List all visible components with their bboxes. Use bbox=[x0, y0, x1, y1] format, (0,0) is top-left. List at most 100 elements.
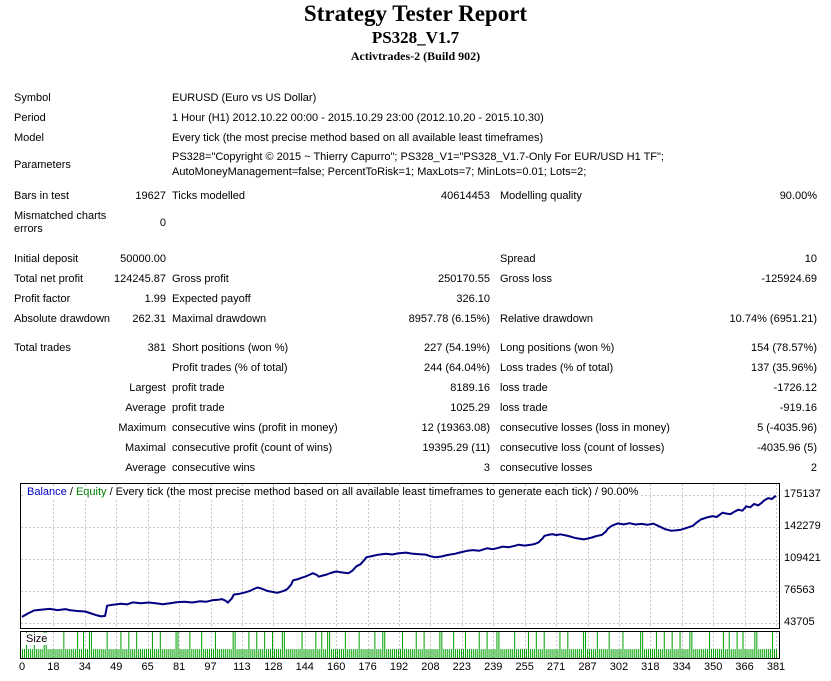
stat-label: Profit factor bbox=[14, 292, 71, 305]
x-axis-tick: 350 bbox=[703, 661, 723, 673]
stat-label: consecutive profit (count of wins) bbox=[172, 441, 333, 454]
legend-equity-label: Equity bbox=[75, 486, 107, 498]
info-label: Period bbox=[14, 111, 46, 124]
chart-legend: Balance / Equity / Every tick (the most … bbox=[25, 486, 641, 499]
x-axis-tick: 208 bbox=[421, 661, 440, 673]
stat-value: 1025.29 bbox=[450, 401, 490, 414]
x-axis-tick: 34 bbox=[78, 661, 91, 673]
stat-value: 90.00% bbox=[779, 189, 817, 202]
stat-label: Loss trades (% of total) bbox=[500, 361, 614, 374]
stat-row: Bars in test 19627 Ticks modelled 40614453 M… bbox=[14, 186, 818, 206]
stat-value: 326.10 bbox=[456, 292, 490, 305]
balance-chart: Balance / Equity / Every tick (the most … bbox=[20, 483, 780, 629]
stat-value: 0 bbox=[159, 216, 166, 229]
stat-value: 262.31 bbox=[132, 312, 166, 325]
info-value: Every tick (the most precise method base… bbox=[172, 131, 544, 144]
stat-row: Total trades 381 Short positions (won %) 22… bbox=[14, 338, 818, 358]
statistics-table: Bars in test 19627 Ticks modelled 40614453 M… bbox=[14, 186, 818, 478]
legend-balance-label: Balance bbox=[27, 486, 67, 498]
stat-label: Initial deposit bbox=[14, 252, 79, 265]
info-value: EURUSD (Euro vs US Dollar) bbox=[172, 91, 317, 104]
stat-row: Largest profit trade 8189.16 loss trade -172… bbox=[14, 378, 818, 398]
expert-name: PS328_V1.7 bbox=[371, 28, 460, 47]
x-axis-tick: 0 bbox=[18, 661, 26, 673]
stat-label: Expected payoff bbox=[172, 292, 251, 305]
test-info-table: Symbol EURUSD (Euro vs US Dollar) Period 1 … bbox=[14, 88, 818, 182]
stat-label: Short positions (won %) bbox=[172, 341, 289, 354]
stat-label: Mismatched charts errors bbox=[14, 210, 107, 235]
stat-label: loss trade bbox=[500, 381, 548, 394]
x-axis-tick: 271 bbox=[546, 661, 566, 673]
x-axis-tick: 128 bbox=[264, 661, 283, 673]
stat-row: Absolute drawdown 262.31 Maximal drawdown 8… bbox=[14, 309, 818, 329]
stat-row: Maximal consecutive profit (count of wins… bbox=[14, 438, 818, 458]
stat-value: 244 (64.04%) bbox=[423, 361, 490, 374]
stat-value: -4035.96 (5) bbox=[757, 441, 817, 454]
stat-value: 8957.78 (6.15%) bbox=[408, 312, 490, 325]
stat-value: -919.16 bbox=[779, 401, 817, 414]
stat-row: Mismatched charts errors 0 bbox=[14, 206, 818, 240]
stat-label: Spread bbox=[500, 252, 536, 265]
stat-label: Total trades bbox=[14, 341, 71, 354]
x-axis-tick: 113 bbox=[233, 661, 251, 673]
stat-value: Largest bbox=[129, 381, 166, 394]
stat-label: Relative drawdown bbox=[500, 312, 593, 325]
stat-label: consecutive wins (profit in money) bbox=[172, 421, 338, 434]
legend-model-text: / Every tick (the most precise method ba… bbox=[106, 486, 639, 498]
balance-curve-plot bbox=[21, 484, 779, 628]
info-row: Model Every tick (the most precise method… bbox=[14, 128, 818, 148]
x-axis-tick: 381 bbox=[766, 661, 786, 673]
info-row: Symbol EURUSD (Euro vs US Dollar) bbox=[14, 88, 818, 108]
stat-label: consecutive wins bbox=[172, 461, 256, 474]
stat-value: -125924.69 bbox=[761, 272, 817, 285]
x-axis-tick: 65 bbox=[141, 661, 154, 673]
stat-value: 1.99 bbox=[144, 292, 166, 305]
x-axis-tick: 144 bbox=[295, 661, 314, 673]
y-axis-tick: 142279 bbox=[784, 520, 821, 532]
stat-value: -1726.12 bbox=[773, 381, 817, 394]
size-chart-label: Size bbox=[24, 633, 50, 645]
balance-line bbox=[21, 495, 777, 618]
stat-label: Bars in test bbox=[14, 189, 70, 202]
stat-label: profit trade bbox=[172, 401, 225, 414]
x-axis-tick: 192 bbox=[389, 661, 409, 673]
x-axis-tick: 255 bbox=[515, 661, 534, 673]
stat-row: Total net profit 124245.87 Gross profit 250… bbox=[14, 269, 818, 289]
stat-value: 12 (19363.08) bbox=[421, 421, 491, 434]
stat-row: Maximum consecutive wins (profit in money… bbox=[14, 418, 818, 438]
stat-value: 137 (35.96%) bbox=[750, 361, 817, 374]
stat-label: Long positions (won %) bbox=[500, 341, 615, 354]
x-axis-tick: 366 bbox=[735, 661, 754, 673]
stat-label: Gross loss bbox=[500, 272, 552, 285]
legend-separator: / bbox=[66, 486, 76, 498]
x-axis-tick: 81 bbox=[172, 661, 186, 673]
stat-label: consecutive losses (loss in money) bbox=[500, 421, 670, 434]
info-row: Parameters PS328="Copyright © 2015 ~ Thie… bbox=[14, 148, 818, 182]
x-axis-tick: 334 bbox=[672, 661, 691, 673]
info-value: 1 Hour (H1) 2012.10.22 00:00 - 2015.10.2… bbox=[172, 111, 544, 124]
y-axis-tick: 76563 bbox=[784, 584, 815, 596]
stat-row: Profit trades (% of total) 244 (64.04%) Lo… bbox=[14, 358, 818, 378]
x-axis-tick: 302 bbox=[609, 661, 629, 673]
stat-row: Average profit trade 1025.29 loss trade -919… bbox=[14, 398, 818, 418]
y-axis-tick: 43705 bbox=[784, 616, 815, 628]
x-axis-tick: 223 bbox=[452, 661, 472, 673]
stat-value: 3 bbox=[483, 461, 490, 474]
stat-value: 19627 bbox=[135, 189, 166, 202]
size-bars-plot bbox=[22, 632, 777, 658]
stat-row: Average consecutive wins 3 consecutive loss… bbox=[14, 458, 818, 478]
stat-value: 5 (-4035.96) bbox=[757, 421, 817, 434]
stat-label: Maximal drawdown bbox=[172, 312, 267, 325]
stat-value: 124245.87 bbox=[114, 272, 166, 285]
x-axis-tick: 239 bbox=[484, 661, 503, 673]
stat-label: Profit trades (% of total) bbox=[172, 361, 288, 374]
stat-value: 381 bbox=[147, 341, 166, 354]
stat-value: Maximal bbox=[125, 441, 166, 454]
info-row: Period 1 Hour (H1) 2012.10.22 00:00 - 201… bbox=[14, 108, 818, 128]
stat-value: Maximum bbox=[118, 421, 166, 434]
stat-row: Profit factor 1.99 Expected payoff 326.10 bbox=[14, 289, 818, 309]
x-axis-tick: 176 bbox=[358, 661, 377, 673]
x-axis-tick: 97 bbox=[204, 661, 217, 673]
stat-value: 227 (54.19%) bbox=[423, 341, 490, 354]
